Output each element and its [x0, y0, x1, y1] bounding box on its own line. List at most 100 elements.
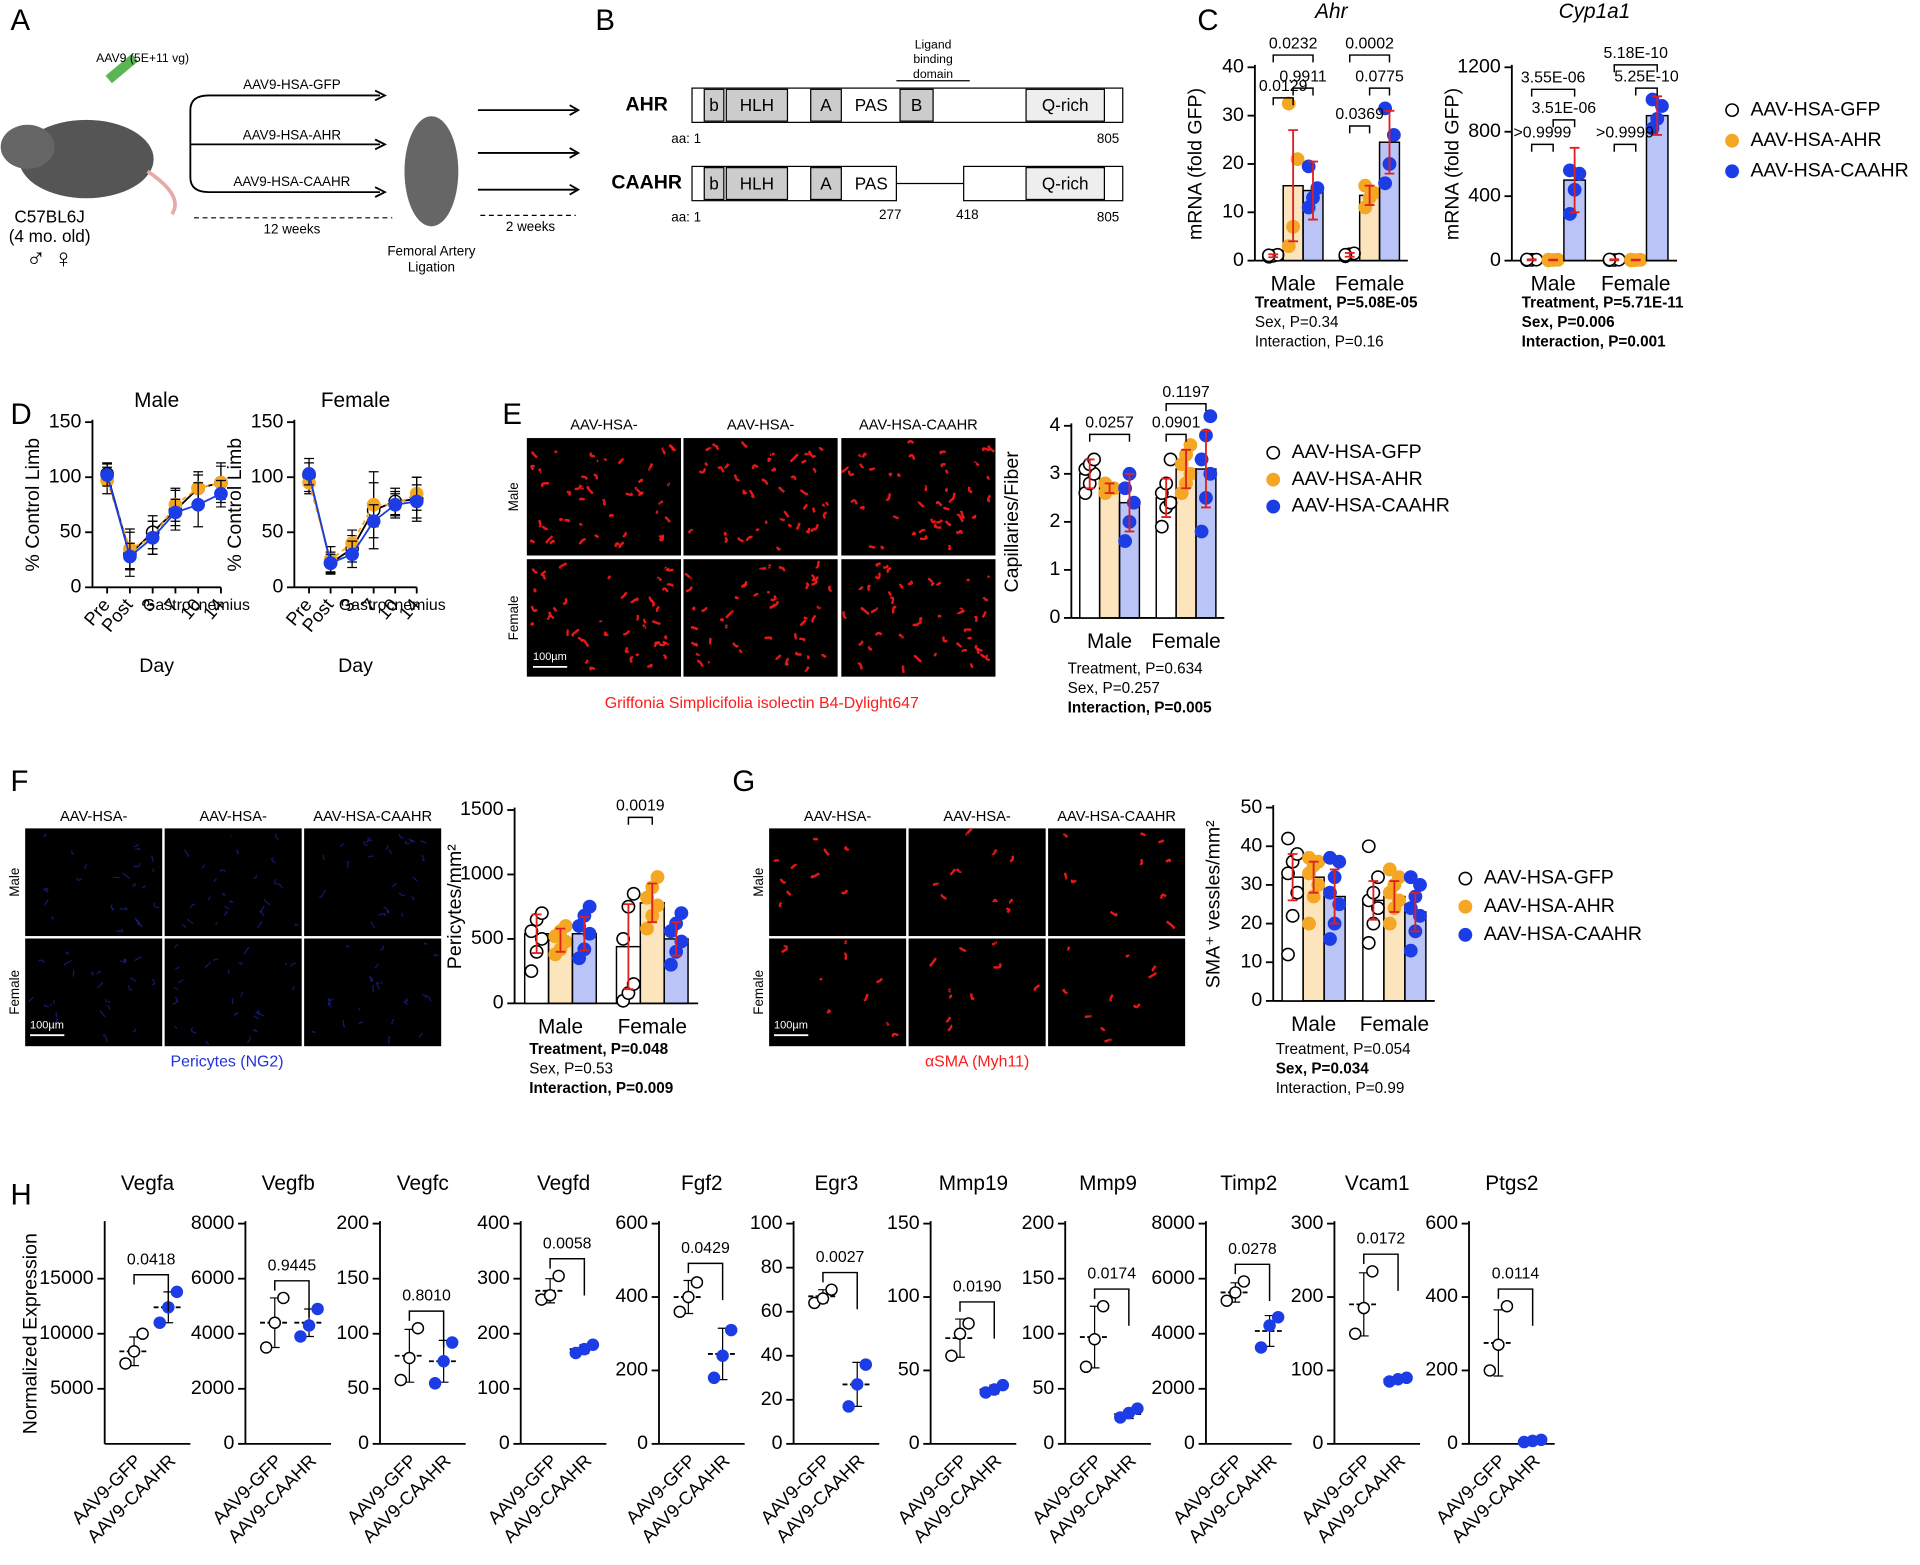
column-label: AAV-HSA-CAAHR	[1057, 809, 1176, 825]
y-tick-label: 20	[1222, 152, 1244, 174]
y-tick-label: 150	[1022, 1267, 1055, 1289]
y-tick-label: 0	[224, 1432, 235, 1454]
stain	[778, 486, 786, 494]
y-tick-label: 8000	[191, 1212, 235, 1234]
stain	[635, 653, 640, 657]
y-tick-label: 20	[1240, 912, 1262, 934]
stain	[876, 977, 884, 984]
row-label: Female	[751, 970, 766, 1015]
stain	[257, 921, 263, 929]
stain	[433, 953, 439, 956]
error-bar	[1410, 891, 1421, 933]
data-point	[674, 906, 689, 921]
data-point	[682, 1290, 695, 1304]
bracket	[1530, 143, 1554, 152]
micrograph	[164, 938, 302, 1047]
bracket	[274, 1280, 310, 1318]
data-point	[1088, 1333, 1101, 1346]
y-tick-label: 80	[761, 1256, 783, 1278]
stain	[919, 534, 928, 541]
data-point	[1079, 1360, 1093, 1374]
y-tick-label: 4000	[1151, 1322, 1195, 1344]
y-tick-label: 0	[71, 576, 82, 598]
stain	[945, 1016, 952, 1024]
legend-marker	[1725, 103, 1740, 118]
stain	[949, 868, 957, 876]
stain	[811, 580, 819, 586]
bracket	[408, 1310, 445, 1348]
data-point	[1131, 1402, 1144, 1415]
y-tick-label: 3	[1049, 462, 1060, 484]
marker	[388, 497, 403, 512]
stain	[367, 837, 371, 840]
stain	[421, 854, 425, 862]
panel-label: E	[502, 398, 522, 431]
stain	[867, 646, 873, 651]
y-tick-label: 300	[477, 1267, 510, 1289]
y-tick-label: 200	[1291, 1285, 1324, 1307]
stain	[891, 605, 897, 614]
data-point	[1203, 409, 1218, 424]
x-tick-label: Male	[1291, 1013, 1336, 1036]
stain	[740, 440, 748, 448]
panel-label: G	[732, 765, 755, 798]
stain	[971, 514, 977, 519]
stain	[201, 863, 206, 869]
stain	[658, 500, 664, 505]
stain	[944, 520, 952, 527]
micrograph	[769, 828, 907, 937]
data-point	[1281, 947, 1295, 962]
data-point	[1492, 1338, 1505, 1351]
y-tick-label: 100	[887, 1285, 920, 1307]
stain	[319, 889, 327, 898]
micrograph	[1048, 828, 1186, 937]
error-bar	[1104, 482, 1115, 494]
stats: Sex, P=0.257	[1068, 680, 1160, 697]
stain	[593, 473, 599, 480]
stain	[271, 856, 276, 864]
stain	[661, 587, 669, 593]
stain	[701, 607, 708, 613]
stain	[219, 869, 226, 873]
data-point	[1392, 893, 1406, 908]
y-tick-label: 600	[1425, 1212, 1458, 1234]
data-point	[945, 1349, 958, 1363]
arm: AAV9-HSA-CAAHR	[233, 174, 350, 189]
y-tick-label: 200	[477, 1322, 510, 1344]
data-point	[259, 1341, 273, 1354]
y-tick-label: 100	[750, 1212, 783, 1234]
domain-label: b	[709, 95, 719, 115]
data-point	[616, 932, 631, 946]
stain	[586, 485, 594, 495]
domain-label: B	[911, 95, 922, 115]
stain	[687, 528, 694, 534]
stain	[380, 981, 383, 985]
panel-label: H	[10, 1178, 31, 1211]
stain	[861, 452, 867, 458]
stain	[940, 462, 946, 468]
bracket	[549, 1258, 586, 1296]
stain	[901, 665, 905, 674]
y-tick-label: 2000	[1151, 1377, 1195, 1399]
y-tick-label: 0	[1447, 1432, 1458, 1454]
chart-title: Egr3	[814, 1172, 858, 1195]
y-tick-label: 60	[761, 1300, 783, 1322]
data-point	[534, 932, 549, 946]
y-tick-label: 15000	[39, 1267, 94, 1289]
stain	[668, 444, 677, 452]
domain	[899, 88, 934, 122]
stain	[816, 605, 821, 610]
y-axis-label: SMA⁺ vessles/mm²	[1203, 820, 1225, 988]
y-axis-label: mRNA (fold GFP)	[1441, 88, 1463, 240]
stain	[783, 945, 789, 949]
data-point	[816, 1292, 830, 1305]
error-bar	[1384, 109, 1395, 175]
stain	[812, 507, 816, 514]
domain-label: Q-rich	[1042, 95, 1089, 115]
stain	[625, 492, 633, 497]
error-bar	[1364, 184, 1375, 206]
stain	[132, 882, 136, 887]
stain	[815, 560, 820, 569]
stain	[1008, 898, 1014, 905]
bracket	[1363, 1253, 1399, 1291]
